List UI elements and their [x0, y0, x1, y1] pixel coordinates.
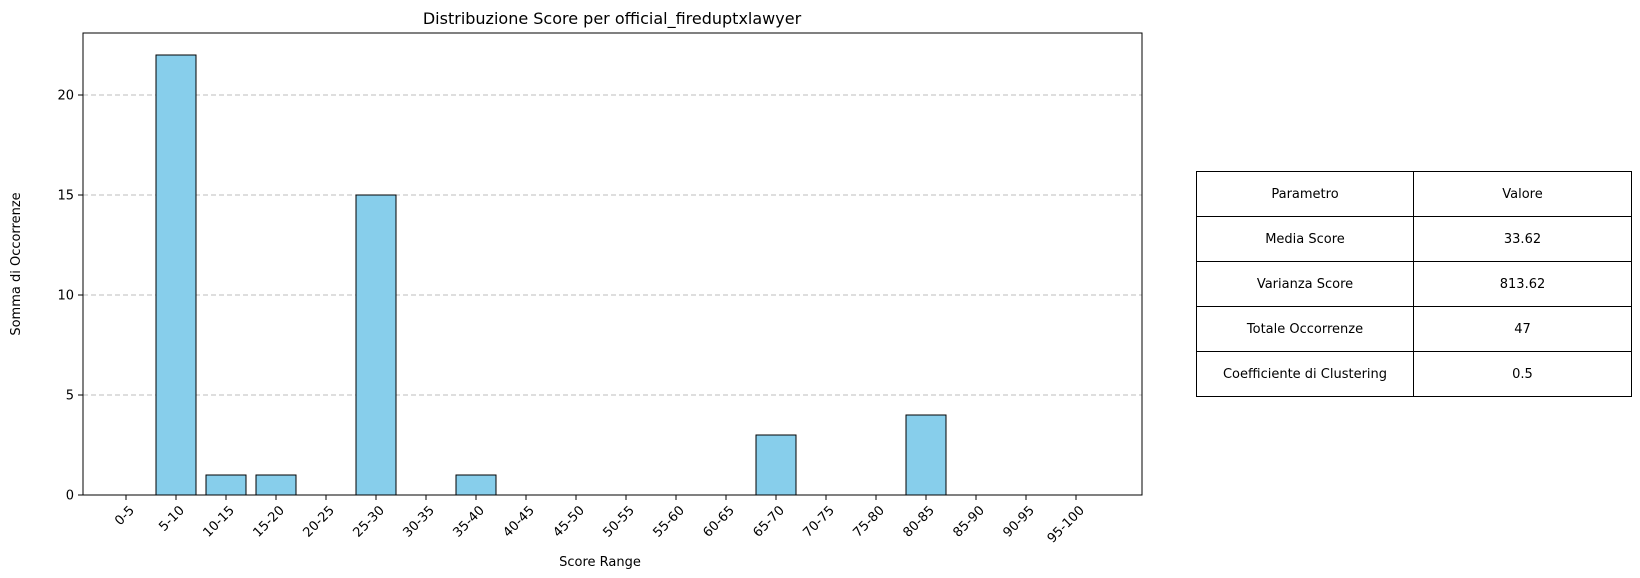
y-tick-label: 0 [66, 489, 74, 504]
x-tick-label: 35-40 [451, 503, 488, 540]
table-cell-value: 0.5 [1413, 351, 1632, 397]
y-tick-label: 15 [57, 189, 74, 204]
table-row: Media Score 33.62 [1196, 216, 1632, 262]
x-tick-label: 20-25 [301, 503, 338, 540]
table-cell-value: Valore [1413, 171, 1632, 217]
x-tick-label: 80-85 [901, 503, 938, 540]
y-tick-label: 20 [57, 89, 74, 104]
gridlines [83, 94, 1142, 396]
y-axis-label: Somma di Occorrenze [9, 192, 24, 335]
table-cell-parameter: Varianza Score [1196, 261, 1414, 307]
x-tick-label: 75-80 [851, 503, 888, 540]
bar-5-10 [155, 54, 197, 496]
x-tick-label: 30-35 [401, 503, 438, 540]
x-tick-label: 5-10 [156, 503, 187, 534]
x-tick-label: 50-55 [601, 503, 638, 540]
y-tick-label: 5 [66, 389, 74, 404]
x-tick-label: 65-70 [751, 503, 788, 540]
x-tick-label: 10-15 [201, 503, 238, 540]
stats-table: Parametro Valore Media Score 33.62 Varianza … [1196, 171, 1632, 397]
bar-15-20 [255, 474, 297, 496]
table-cell-parameter: Media Score [1196, 216, 1414, 262]
x-tick-label: 15-20 [251, 503, 288, 540]
table-row: Varianza Score 813.62 [1196, 261, 1632, 307]
y-axis-ticks: 0 5 10 15 20 [57, 89, 83, 504]
x-tick-label: 45-50 [551, 503, 588, 540]
bar-10-15 [205, 474, 247, 496]
bar-35-40 [455, 474, 497, 496]
x-axis-label: Score Range [559, 555, 641, 570]
chart-title: Distribuzione Score per official_firedup… [423, 9, 802, 29]
table-cell-value: 47 [1413, 306, 1632, 352]
x-tick-label: 90-95 [1001, 503, 1038, 540]
x-tick-label: 70-75 [801, 503, 838, 540]
x-tick-label: 95-100 [1045, 503, 1088, 546]
x-tick-label: 0-5 [112, 503, 138, 529]
bar-25-30 [355, 194, 397, 496]
table-cell-parameter: Coefficiente di Clustering [1196, 351, 1414, 397]
x-axis-ticks: 0-5 5-10 10-15 15-20 20-25 25-30 30-35 35-40 40-… [112, 495, 1088, 546]
table-row: Totale Occorrenze 47 [1196, 306, 1632, 352]
y-tick-label: 10 [57, 289, 74, 304]
x-tick-label: 40-45 [501, 503, 538, 540]
bars [155, 54, 947, 496]
x-tick-label: 25-30 [351, 503, 388, 540]
x-tick-label: 55-60 [651, 503, 688, 540]
x-tick-label: 85-90 [951, 503, 988, 540]
bar-80-85 [905, 414, 947, 496]
table-cell-parameter: Totale Occorrenze [1196, 306, 1414, 352]
table-row: Coefficiente di Clustering 0.5 [1196, 351, 1632, 397]
plot-frame [82, 32, 1143, 496]
bar-65-70 [755, 434, 797, 496]
x-tick-label: 60-65 [701, 503, 738, 540]
table-header-row: Parametro Valore [1196, 171, 1632, 217]
table-cell-parameter: Parametro [1196, 171, 1414, 217]
table-cell-value: 813.62 [1413, 261, 1632, 307]
table-cell-value: 33.62 [1413, 216, 1632, 262]
